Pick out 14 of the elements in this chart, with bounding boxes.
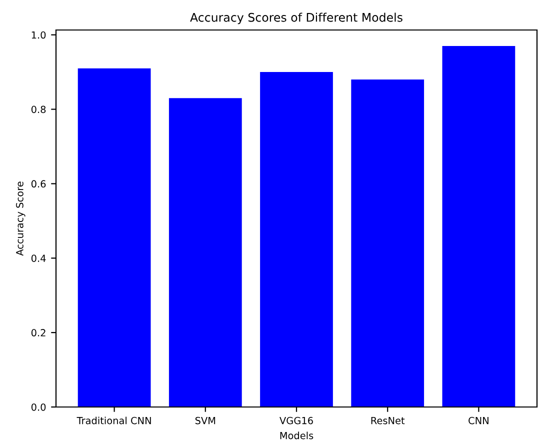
y-tick-label: 0.6 [31,180,46,188]
x-axis-title: Models [280,432,314,440]
x-tick-label: CNN [468,416,488,424]
chart-title: Accuracy Scores of Different Models [190,12,402,24]
y-tick-label: 0.8 [31,106,46,114]
x-tick-label: SVM [195,416,216,424]
y-tick-label: 1.0 [32,31,46,39]
x-tick-label: ResNet [371,417,405,424]
x-tick-label: VGG16 [280,416,313,424]
y-tick-label: 0.0 [31,403,46,411]
y-tick-label: 0.4 [31,254,46,262]
y-axis-title: Accuracy Score [16,182,26,256]
y-tick-label: 0.2 [31,329,46,336]
x-tick-label: Traditional CNN [76,416,151,424]
